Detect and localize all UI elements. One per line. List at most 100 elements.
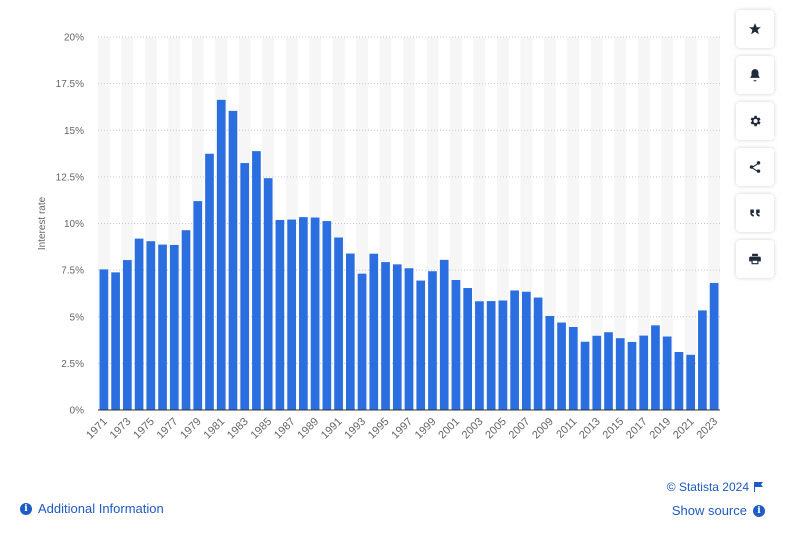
background-stripe [708, 37, 720, 410]
print-icon [749, 253, 761, 265]
x-tick-label: 2007 [507, 416, 533, 442]
background-stripe [520, 37, 533, 410]
bar-1999[interactable] [428, 271, 437, 410]
background-stripe [637, 37, 650, 410]
bar-2014[interactable] [604, 332, 613, 410]
bar-2003[interactable] [475, 301, 484, 410]
bar-1975[interactable] [146, 241, 156, 410]
x-tick-label: 2011 [554, 416, 579, 441]
bar-1972[interactable] [111, 272, 120, 410]
show-source-label: Show source [671, 503, 747, 518]
bar-2012[interactable] [580, 341, 590, 410]
bar-1992[interactable] [345, 253, 355, 410]
bar-1997[interactable] [404, 268, 414, 410]
bar-2020[interactable] [674, 351, 684, 410]
x-tick-label: 1991 [319, 416, 345, 442]
bar-1996[interactable] [392, 264, 402, 410]
x-tick-label: 2003 [460, 416, 486, 442]
x-tick-label: 1999 [413, 416, 439, 442]
bar-2022[interactable] [698, 310, 707, 410]
bar-2009[interactable] [545, 316, 555, 410]
background-stripe [684, 37, 697, 410]
bar-1985[interactable] [263, 178, 273, 410]
x-tick-label: 1985 [248, 416, 274, 442]
y-tick-label: 5% [70, 312, 85, 323]
x-tick-label: 1995 [366, 416, 392, 442]
background-stripe [98, 37, 110, 410]
background-stripe [403, 37, 415, 410]
background-stripe [426, 37, 439, 410]
bar-2021[interactable] [686, 354, 696, 410]
bar-1974[interactable] [134, 238, 144, 410]
bar-1998[interactable] [416, 280, 426, 410]
bar-2013[interactable] [592, 335, 602, 410]
additional-information-label: Additional Information [38, 501, 164, 516]
bar-1973[interactable] [122, 260, 132, 410]
x-tick-label: 2017 [624, 416, 650, 442]
bar-1979[interactable] [193, 201, 203, 410]
y-tick-label: 17.5% [56, 79, 84, 90]
y-tick-label: 20% [64, 33, 84, 44]
bar-1988[interactable] [299, 217, 308, 410]
quote-icon [750, 209, 760, 217]
background-stripe [121, 37, 134, 410]
bar-1983[interactable] [240, 163, 250, 410]
bar-2005[interactable] [498, 300, 508, 410]
background-stripe [144, 37, 157, 410]
x-tick-label: 1979 [178, 416, 204, 442]
bar-1971[interactable] [99, 269, 109, 410]
cite-button[interactable] [736, 194, 774, 232]
y-axis-ticks: 0% 2.5% 5% 7.5% 10% 12.5% 15% 17.5% 20% [56, 33, 84, 417]
x-tick-label: 2001 [436, 416, 462, 442]
share-button[interactable] [736, 148, 774, 186]
toolbar [736, 10, 776, 286]
notification-button[interactable] [736, 56, 774, 94]
bar-1990[interactable] [322, 221, 332, 410]
bar-1995[interactable] [381, 262, 390, 410]
bar-1994[interactable] [369, 253, 379, 410]
y-tick-label: 15% [64, 126, 84, 137]
bar-2019[interactable] [662, 336, 672, 410]
bar-1980[interactable] [205, 153, 214, 410]
favorite-button[interactable] [736, 10, 774, 48]
bar-2018[interactable] [651, 325, 660, 410]
statista-credit[interactable]: © Statista 2024 [667, 480, 763, 494]
background-stripe [497, 37, 509, 410]
x-tick-label: 1989 [295, 416, 321, 442]
bar-1977[interactable] [169, 244, 179, 410]
x-tick-label: 1971 [84, 416, 110, 442]
bar-2008[interactable] [533, 297, 543, 410]
print-button[interactable] [736, 240, 774, 278]
bar-2007[interactable] [522, 291, 531, 410]
bar-2016[interactable] [627, 341, 637, 410]
bar-1986[interactable] [275, 219, 285, 410]
bar-2001[interactable] [451, 280, 461, 410]
bar-2011[interactable] [568, 327, 578, 410]
bar-1976[interactable] [158, 244, 167, 410]
bar-1982[interactable] [228, 110, 238, 410]
bar-2015[interactable] [615, 338, 625, 410]
show-source-link[interactable]: Show source i [672, 503, 765, 518]
y-axis-label: Interest rate [37, 196, 48, 250]
bar-1978[interactable] [181, 230, 191, 410]
info-icon: i [20, 502, 32, 515]
bar-1991[interactable] [334, 237, 343, 410]
bar-1981[interactable] [216, 99, 226, 411]
bar-2010[interactable] [557, 322, 566, 410]
additional-information-link[interactable]: i Additional Information [20, 501, 164, 516]
bar-1993[interactable] [357, 273, 367, 410]
bar-1989[interactable] [310, 217, 320, 410]
bar-2002[interactable] [463, 288, 473, 410]
bar-1984[interactable] [252, 151, 261, 410]
bar-1987[interactable] [287, 219, 296, 410]
bar-2004[interactable] [486, 301, 496, 410]
bar-2017[interactable] [639, 335, 649, 410]
y-tick-label: 2.5% [61, 359, 84, 370]
settings-button[interactable] [736, 102, 774, 140]
info-icon: i [753, 504, 765, 517]
y-tick-label: 7.5% [61, 266, 84, 277]
bar-2000[interactable] [439, 259, 449, 410]
bar-2006[interactable] [510, 290, 519, 410]
bar-2023[interactable] [709, 282, 719, 410]
bars [99, 99, 719, 411]
